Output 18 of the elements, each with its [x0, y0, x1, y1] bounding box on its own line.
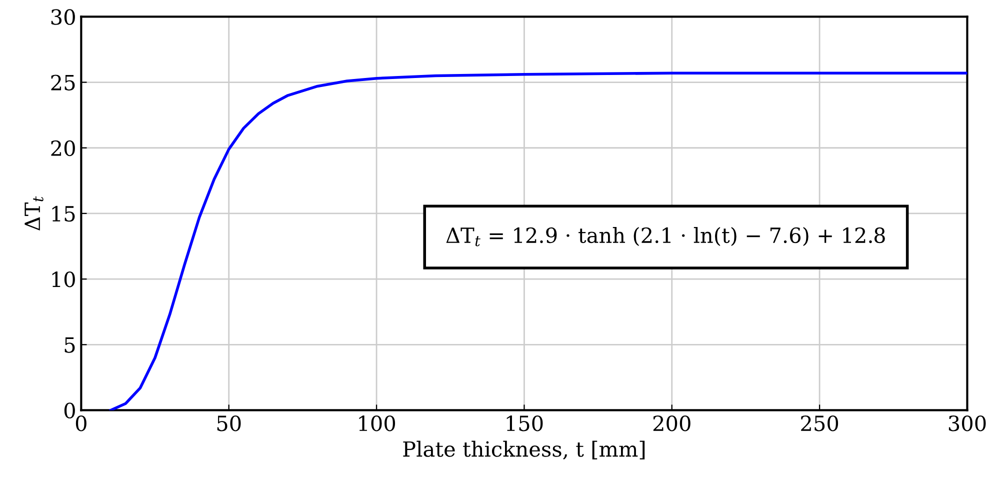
y-tick-label: 25 — [51, 74, 75, 90]
y-axis-title: ΔT$_{t}$ — [24, 196, 44, 230]
y-tick-label: 20 — [51, 140, 75, 156]
y-tick-label: 5 — [64, 337, 75, 353]
line-series — [109, 72, 968, 410]
y-tick-label: 10 — [52, 272, 75, 288]
y-tick-label: 15 — [52, 206, 75, 222]
x-tick-label: 0 — [76, 415, 86, 432]
annotation: ΔT$_{t}$ = 12.9 · tanh (2.1 · ln(t) − 7.6) + 12.8 — [446, 226, 885, 246]
x-tick-label: 200 — [653, 415, 690, 432]
x-tick-label: 250 — [801, 415, 838, 432]
x-tick-label: 300 — [948, 415, 986, 432]
x-tick-label: 50 — [217, 415, 241, 432]
y-tick-label: 0 — [64, 402, 75, 418]
y-tick-label: 30 — [51, 9, 75, 25]
x-tick-label: 100 — [359, 415, 396, 432]
x-axis-title: Plate thickness, t [mm] — [403, 440, 645, 460]
x-tick-label: 150 — [506, 415, 543, 432]
